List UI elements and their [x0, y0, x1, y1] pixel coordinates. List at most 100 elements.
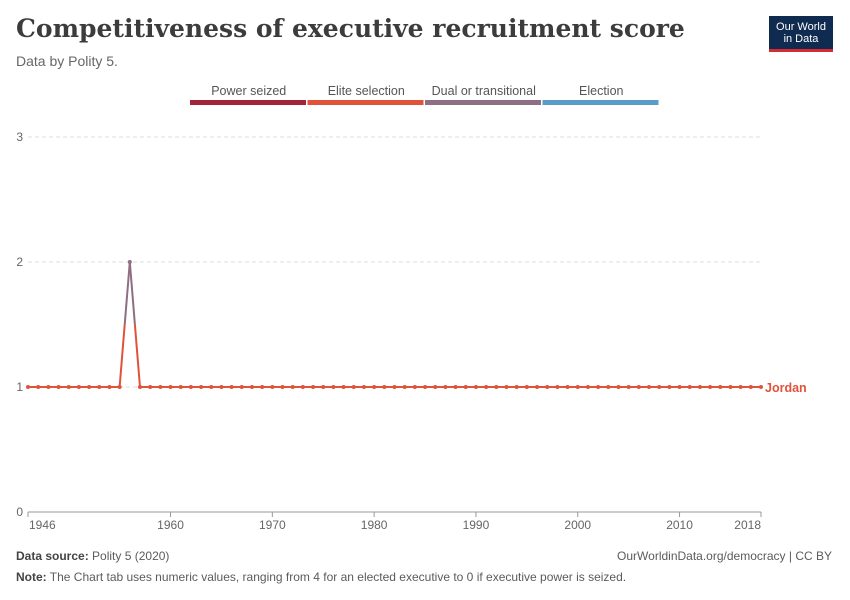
source-text[interactable]: Polity 5 (2020) [92, 549, 170, 563]
legend-label[interactable]: Power seized [211, 84, 286, 98]
legend-swatch[interactable] [307, 100, 424, 105]
data-point[interactable] [290, 385, 295, 389]
data-point[interactable] [188, 385, 193, 389]
data-point[interactable] [321, 385, 326, 389]
data-point[interactable] [341, 385, 346, 389]
data-point[interactable] [87, 385, 92, 389]
data-point[interactable] [697, 385, 702, 389]
y-tick-label: 0 [16, 505, 23, 519]
data-point[interactable] [311, 385, 316, 389]
data-point[interactable] [616, 385, 621, 389]
data-point[interactable] [36, 385, 41, 389]
data-point[interactable] [168, 385, 173, 389]
data-point[interactable] [443, 385, 448, 389]
data-point[interactable] [555, 385, 560, 389]
data-point[interactable] [372, 385, 377, 389]
data-point[interactable] [117, 385, 122, 389]
x-tick-label: 2000 [564, 518, 591, 532]
data-point[interactable] [219, 385, 224, 389]
data-point[interactable] [535, 385, 540, 389]
data-point[interactable] [708, 385, 713, 389]
legend-swatch[interactable] [190, 100, 306, 105]
data-point[interactable] [199, 385, 204, 389]
data-point[interactable] [647, 385, 652, 389]
data-point[interactable] [626, 385, 631, 389]
legend-swatch[interactable] [425, 100, 541, 105]
data-point[interactable] [280, 385, 285, 389]
data-point[interactable] [158, 385, 163, 389]
data-point[interactable] [56, 385, 61, 389]
data-point[interactable] [667, 385, 672, 389]
data-point[interactable] [657, 385, 662, 389]
series-segment [118, 324, 126, 388]
data-point[interactable] [46, 385, 51, 389]
legend-label[interactable]: Elite selection [328, 84, 405, 98]
data-point[interactable] [494, 385, 499, 389]
data-point[interactable] [473, 385, 478, 389]
y-tick-label: 1 [16, 380, 23, 394]
data-point[interactable] [260, 385, 265, 389]
x-tick-label: 1990 [463, 518, 490, 532]
data-point[interactable] [270, 385, 275, 389]
x-tick-label: 1946 [29, 518, 56, 532]
data-point[interactable] [76, 385, 81, 389]
data-point[interactable] [137, 385, 142, 389]
data-point[interactable] [127, 260, 132, 264]
series-segment [123, 261, 131, 325]
legend: Power seized Elite selection Dual or trans… [190, 84, 659, 105]
data-point[interactable] [423, 385, 428, 389]
data-point[interactable] [504, 385, 509, 389]
data-point[interactable] [585, 385, 590, 389]
footer-url[interactable]: OurWorldinData.org/democracy | CC BY [617, 549, 832, 563]
data-point[interactable] [412, 385, 417, 389]
logo-line-1: Our World [776, 21, 826, 33]
note-text: The Chart tab uses numeric values, rangi… [49, 570, 627, 584]
data-point[interactable] [596, 385, 601, 389]
data-point[interactable] [178, 385, 183, 389]
legend-label[interactable]: Dual or transitional [432, 84, 536, 98]
data-point[interactable] [229, 385, 234, 389]
data-point[interactable] [26, 385, 30, 389]
data-point[interactable] [728, 385, 733, 389]
data-point[interactable] [249, 385, 254, 389]
legend-swatch[interactable] [542, 100, 659, 105]
data-point[interactable] [66, 385, 71, 389]
data-point[interactable] [463, 385, 468, 389]
data-point[interactable] [382, 385, 387, 389]
data-point[interactable] [514, 385, 519, 389]
legend-label[interactable]: Election [579, 84, 624, 98]
data-point[interactable] [565, 385, 570, 389]
data-point[interactable] [392, 385, 397, 389]
data-point[interactable] [677, 385, 682, 389]
footer-source: Data source: Polity 5 (2020) [16, 549, 169, 563]
data-point[interactable] [361, 385, 366, 389]
data-point[interactable] [748, 385, 753, 389]
x-tick-label: 2018 [734, 518, 761, 532]
data-point[interactable] [636, 385, 641, 389]
data-point[interactable] [433, 385, 438, 389]
data-point[interactable] [402, 385, 407, 389]
data-point[interactable] [148, 385, 153, 389]
data-point[interactable] [331, 385, 336, 389]
data-point[interactable] [453, 385, 458, 389]
data-point[interactable] [300, 385, 305, 389]
data-point[interactable] [545, 385, 550, 389]
data-point[interactable] [239, 385, 244, 389]
data-point[interactable] [575, 385, 580, 389]
data-point[interactable] [107, 385, 112, 389]
data-point[interactable] [759, 385, 763, 389]
data-point[interactable] [718, 385, 723, 389]
series-layer: Jordan [26, 260, 807, 395]
data-point[interactable] [606, 385, 611, 389]
owid-logo[interactable]: Our World in Data [769, 16, 833, 52]
data-point[interactable] [97, 385, 102, 389]
data-point[interactable] [687, 385, 692, 389]
data-point[interactable] [484, 385, 489, 389]
series-label[interactable]: Jordan [765, 381, 807, 395]
data-point[interactable] [351, 385, 356, 389]
x-tick-label: 1970 [259, 518, 286, 532]
data-point[interactable] [524, 385, 529, 389]
line-chart: Power seized Elite selection Dual or trans… [16, 84, 807, 532]
data-point[interactable] [209, 385, 214, 389]
data-point[interactable] [738, 385, 743, 389]
